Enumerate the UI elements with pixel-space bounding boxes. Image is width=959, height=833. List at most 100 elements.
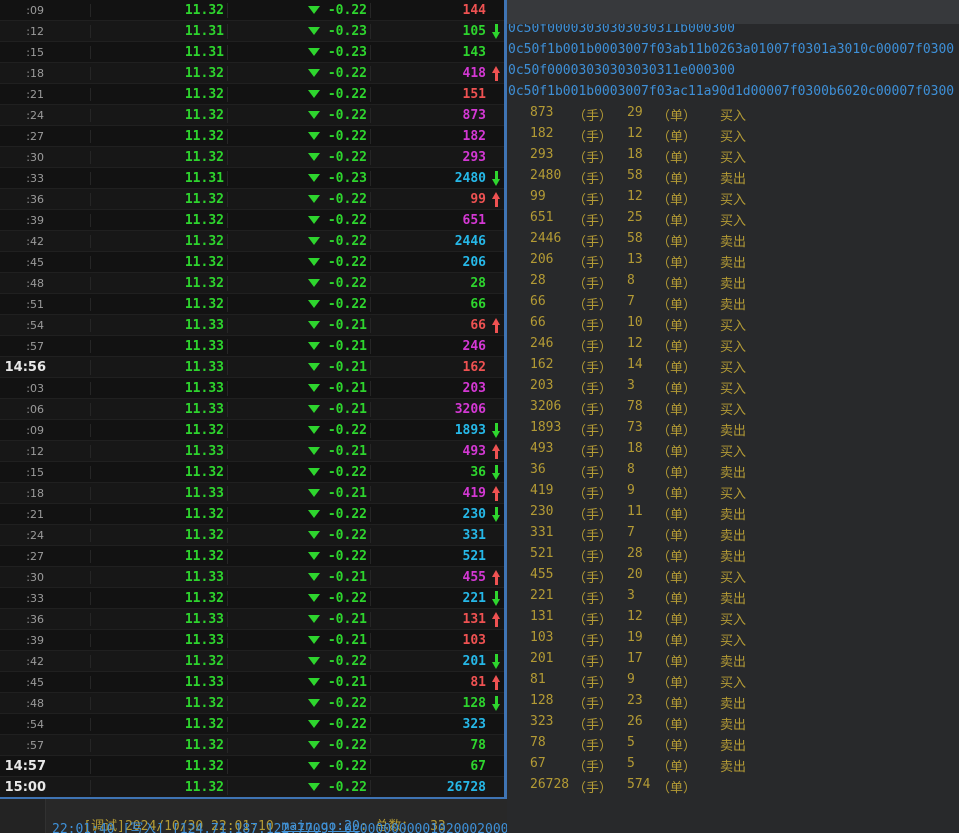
tick-time: :15 xyxy=(0,465,91,479)
tick-table-row[interactable]: :30 11.33 -0.21 455 xyxy=(0,567,504,588)
tick-change: -0.22 xyxy=(228,128,371,144)
tick-table-row[interactable]: :27 11.32 -0.22 182 xyxy=(0,126,504,147)
trade-volume: 246 xyxy=(530,336,554,351)
console-trade-line: 493 （手） 18 （单） 买入 xyxy=(507,438,959,460)
tick-change-value: -0.22 xyxy=(327,128,367,144)
tick-table-row[interactable]: :24 11.32 -0.22 331 xyxy=(0,525,504,546)
tick-table-row[interactable]: :33 11.31 -0.23 2480 xyxy=(0,168,504,189)
tick-table-row[interactable]: :18 11.33 -0.21 419 xyxy=(0,483,504,504)
tick-table-row[interactable]: :33 11.32 -0.22 221 xyxy=(0,588,504,609)
trade-volume: 651 xyxy=(530,210,554,225)
tick-change-value: -0.21 xyxy=(327,632,367,648)
source-file-link[interactable]: main.go:20 xyxy=(281,819,360,833)
tick-table-row[interactable]: :09 11.32 -0.22 144 xyxy=(0,0,504,21)
trade-order-count: 12 xyxy=(627,189,643,204)
tick-change: -0.22 xyxy=(228,233,371,249)
trade-lots-label: （手） xyxy=(573,361,613,376)
tick-table-row[interactable]: :45 11.32 -0.22 206 xyxy=(0,252,504,273)
trade-volume: 131 xyxy=(530,609,554,624)
down-triangle-icon xyxy=(307,636,320,644)
trade-direction: 卖出 xyxy=(720,277,747,292)
tick-volume: 67 xyxy=(470,758,486,774)
trade-direction: 卖出 xyxy=(720,760,747,775)
up-arrow-icon xyxy=(491,674,501,690)
debug-log-line: [调试]2024/10/30 22:01:10 main.go:20: 总数： … xyxy=(52,800,445,833)
tick-time: 14:56 xyxy=(0,359,91,375)
tick-table-row[interactable]: :15 11.32 -0.22 36 xyxy=(0,462,504,483)
tick-price: 11.32 xyxy=(91,254,228,270)
tick-table-row[interactable]: :12 11.31 -0.23 105 xyxy=(0,21,504,42)
tick-table-row[interactable]: :18 11.32 -0.22 418 xyxy=(0,63,504,84)
tick-table-row[interactable]: :24 11.32 -0.22 873 xyxy=(0,105,504,126)
tick-table-row[interactable]: :21 11.32 -0.22 151 xyxy=(0,84,504,105)
tick-table-row[interactable]: :12 11.33 -0.21 493 xyxy=(0,441,504,462)
console-trade-line: 36 （手） 8 （单） 卖出 xyxy=(507,459,959,481)
console-trade-line: 66 （手） 7 （单） 卖出 xyxy=(507,291,959,313)
down-triangle-icon xyxy=(307,489,320,497)
trade-direction: 买入 xyxy=(720,361,747,376)
tick-table-row[interactable]: :57 11.32 -0.22 78 xyxy=(0,735,504,756)
tick-direction-cell xyxy=(488,611,504,627)
tick-table-row[interactable]: :36 11.32 -0.22 99 xyxy=(0,189,504,210)
tick-change: -0.22 xyxy=(228,212,371,228)
tick-table-row[interactable]: 14:57 11.32 -0.22 67 xyxy=(0,756,504,777)
tick-table-row[interactable]: :39 11.32 -0.22 651 xyxy=(0,210,504,231)
tick-price: 11.32 xyxy=(91,275,228,291)
tick-table-row[interactable]: :48 11.32 -0.22 28 xyxy=(0,273,504,294)
down-arrow-icon xyxy=(491,506,501,522)
tick-change-value: -0.22 xyxy=(327,149,367,165)
tick-time: :27 xyxy=(0,129,91,143)
tick-change-value: -0.22 xyxy=(327,86,367,102)
trade-lots-label: （手） xyxy=(573,403,613,418)
tick-table-row[interactable]: :51 11.32 -0.22 66 xyxy=(0,294,504,315)
tick-price: 11.31 xyxy=(91,44,228,60)
tick-table-row[interactable]: :03 11.33 -0.21 203 xyxy=(0,378,504,399)
tick-time: :54 xyxy=(0,318,91,332)
tick-table-row[interactable]: :54 11.33 -0.21 66 xyxy=(0,315,504,336)
tick-time: :39 xyxy=(0,633,91,647)
tick-time: :36 xyxy=(0,192,91,206)
tick-time: :30 xyxy=(0,570,91,584)
tick-table-row[interactable]: :45 11.33 -0.21 81 xyxy=(0,672,504,693)
tick-volume: 36 xyxy=(470,464,486,480)
tick-table-row[interactable]: :57 11.33 -0.21 246 xyxy=(0,336,504,357)
tick-table-row[interactable]: :30 11.32 -0.22 293 xyxy=(0,147,504,168)
tick-direction-cell xyxy=(488,485,504,501)
tick-table-row[interactable]: :39 11.33 -0.21 103 xyxy=(0,630,504,651)
tick-table-row[interactable]: 15:00 11.32 -0.22 26728 xyxy=(0,777,504,797)
trade-orders-label: （单） xyxy=(657,760,697,775)
tick-table-row[interactable]: :27 11.32 -0.22 521 xyxy=(0,546,504,567)
tick-table-row[interactable]: :42 11.32 -0.22 201 xyxy=(0,651,504,672)
tick-time: :45 xyxy=(0,255,91,269)
tick-table-row[interactable]: :54 11.32 -0.22 323 xyxy=(0,714,504,735)
tick-change-value: -0.21 xyxy=(327,569,367,585)
tick-table-row[interactable]: :15 11.31 -0.23 143 xyxy=(0,42,504,63)
trade-lots-label: （手） xyxy=(573,739,613,754)
tick-price: 11.32 xyxy=(91,779,228,795)
tick-table-row[interactable]: 14:56 11.33 -0.21 162 xyxy=(0,357,504,378)
tick-volume: 323 xyxy=(462,716,486,732)
tick-change-value: -0.22 xyxy=(327,107,367,123)
tick-table-row[interactable]: :36 11.33 -0.21 131 xyxy=(0,609,504,630)
down-triangle-icon xyxy=(307,573,320,581)
trade-direction: 卖出 xyxy=(720,529,747,544)
tick-price: 11.32 xyxy=(91,422,228,438)
tick-volume: 105 xyxy=(462,23,486,39)
trade-lots-label: （手） xyxy=(573,781,613,796)
tick-volume: 493 xyxy=(462,443,486,459)
trade-order-count: 20 xyxy=(627,567,643,582)
tick-volume: 230 xyxy=(462,506,486,522)
tick-volume: 203 xyxy=(462,380,486,396)
tick-table-row[interactable]: :06 11.33 -0.21 3206 xyxy=(0,399,504,420)
trade-volume: 36 xyxy=(530,462,546,477)
tick-table-row[interactable]: :21 11.32 -0.22 230 xyxy=(0,504,504,525)
down-arrow-icon xyxy=(491,170,501,186)
tick-table-row[interactable]: :09 11.32 -0.22 1893 xyxy=(0,420,504,441)
tick-change: -0.22 xyxy=(228,590,371,606)
trade-orders-label: （单） xyxy=(657,193,697,208)
tick-change-value: -0.21 xyxy=(327,359,367,375)
tick-table-row[interactable]: :42 11.32 -0.22 2446 xyxy=(0,231,504,252)
tick-table-row[interactable]: :48 11.32 -0.22 128 xyxy=(0,693,504,714)
down-triangle-icon xyxy=(307,762,320,770)
tick-time: :42 xyxy=(0,654,91,668)
